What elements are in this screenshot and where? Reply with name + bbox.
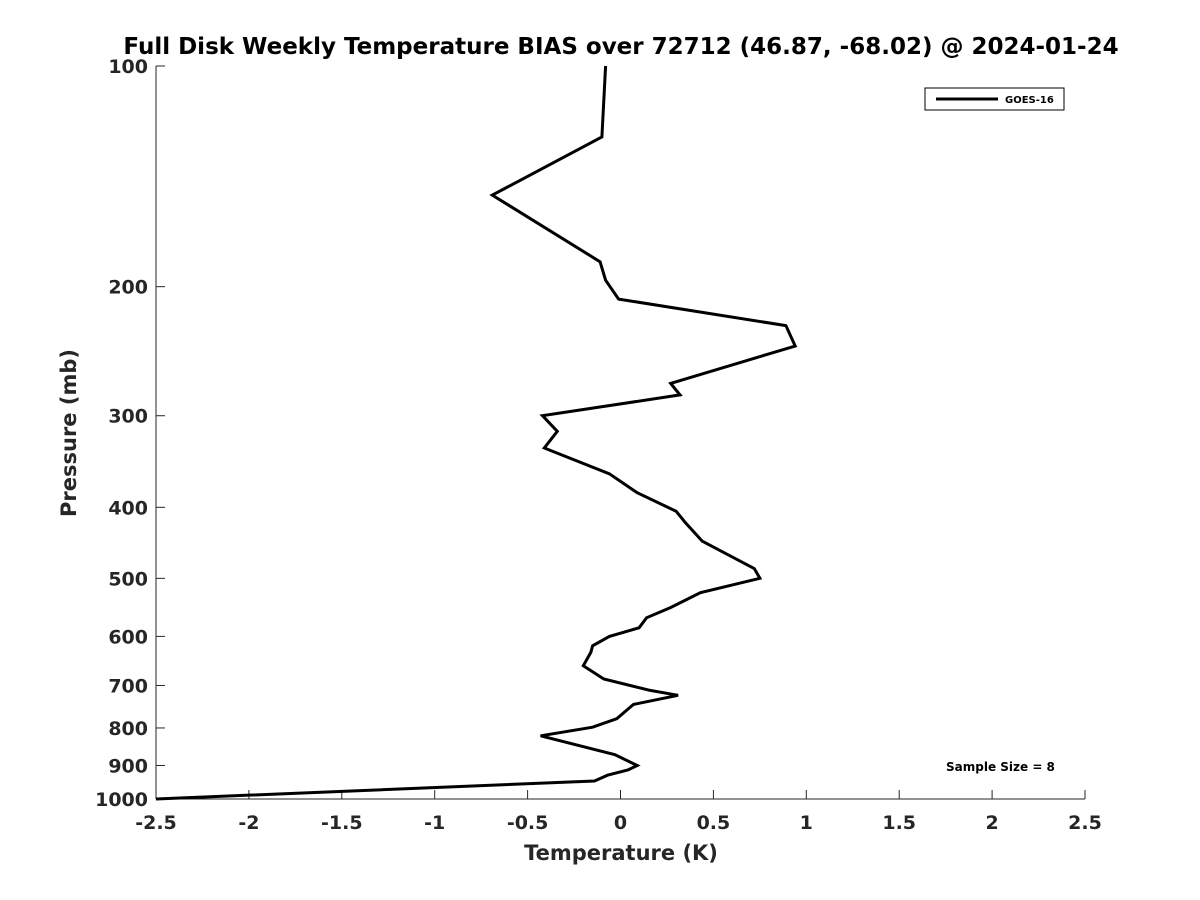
x-tick-label: -0.5	[507, 812, 549, 834]
y-axis-label: Pressure (mb)	[57, 349, 81, 517]
legend: GOES-16	[924, 87, 1065, 111]
x-tick-label: -2	[238, 812, 259, 834]
y-tick-label: 800	[108, 718, 148, 740]
x-tick-label: -1	[424, 812, 445, 834]
chart-title: Full Disk Weekly Temperature BIAS over 7…	[123, 34, 1118, 60]
y-tick-label: 400	[108, 497, 148, 519]
x-axis-label: Temperature (K)	[524, 841, 718, 865]
x-tick-label: -1.5	[321, 812, 363, 834]
series-line-goes-16	[155, 65, 798, 801]
y-tick-label: 700	[108, 675, 148, 697]
y-tick-label: 500	[108, 568, 148, 590]
x-tick-label: -2.5	[135, 812, 177, 834]
y-tick-label: 200	[108, 277, 148, 299]
y-tick-label: 100	[108, 56, 148, 78]
x-tick-label: 1	[800, 812, 813, 834]
y-tick-label: 1000	[95, 789, 148, 811]
y-tick-label: 900	[108, 755, 148, 777]
y-tick-label: 600	[108, 626, 148, 648]
x-tick-label: 2.5	[1068, 812, 1102, 834]
x-tick-label: 0.5	[697, 812, 731, 834]
x-tick-label: 2	[985, 812, 998, 834]
x-tick-label: 0	[614, 812, 627, 834]
sample-size-annotation: Sample Size = 8	[946, 760, 1055, 774]
legend-label-goes-16: GOES-16	[1005, 95, 1054, 106]
y-tick-label: 300	[108, 406, 148, 428]
plot-area: -2.5 -2 -1.5 -1 -0.5 0 0.5 1 1.5 2 2.5 100 200 300 400…	[95, 56, 1102, 834]
x-tick-label: 1.5	[882, 812, 916, 834]
